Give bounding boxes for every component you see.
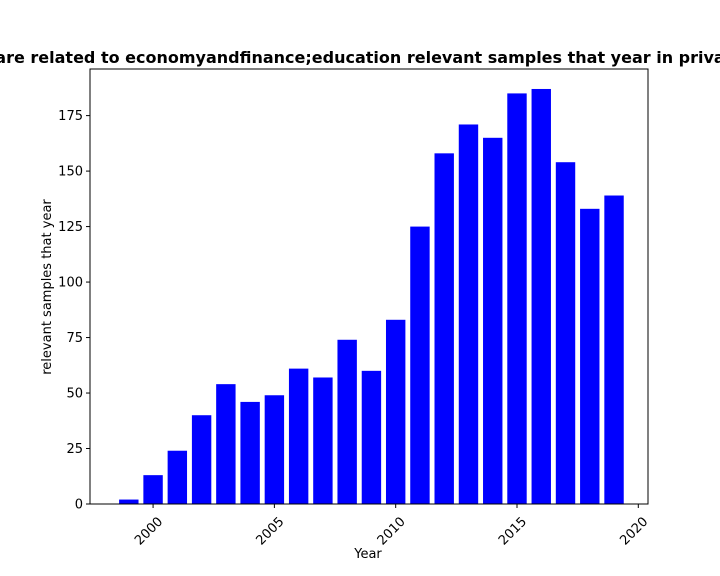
bar-2007: [313, 377, 333, 504]
bar-2004: [240, 401, 260, 504]
bar-2012: [434, 153, 454, 504]
bar-2016: [531, 88, 551, 504]
y-tick-label: 175: [58, 109, 83, 124]
x-axis: 2000 2005 2010 2015 2020: [132, 504, 651, 548]
bar-2008: [337, 339, 357, 504]
bar-2015: [507, 93, 527, 504]
bar-2009: [361, 370, 382, 504]
bar-2013: [458, 124, 479, 504]
bar-2002: [191, 415, 212, 504]
y-tick-label: 100: [58, 276, 83, 291]
y-axis: 0 25 50 75 100 125 150 175: [58, 109, 90, 513]
x-axis-title: Year: [353, 547, 382, 562]
y-tick-label: 25: [66, 442, 83, 457]
bar-2003: [216, 384, 236, 504]
y-tick-label: 125: [58, 220, 83, 235]
bar-2006: [288, 368, 309, 504]
x-tick-label: 2000: [132, 514, 166, 548]
x-tick-label: 2015: [496, 514, 530, 548]
bar-1999: [119, 499, 139, 504]
bar-2017: [555, 162, 576, 504]
bar-2019: [604, 195, 624, 504]
bars-group: [119, 88, 624, 505]
x-tick-label: 2020: [617, 514, 651, 548]
bar-2010: [385, 319, 406, 504]
plot-frame: [89, 68, 649, 505]
bar-2000: [143, 475, 163, 504]
y-tick-label: 0: [75, 498, 83, 513]
y-tick-label: 75: [66, 331, 83, 346]
y-axis-title: relevant samples that year: [40, 199, 55, 375]
x-tick-label: 2010: [375, 514, 409, 548]
bar-2011: [410, 226, 430, 504]
y-tick-label: 50: [66, 387, 83, 402]
bar-2005: [264, 395, 285, 504]
bar-2014: [483, 137, 503, 505]
bar-2001: [167, 450, 188, 504]
x-tick-label: 2005: [253, 514, 287, 548]
y-tick-label: 150: [58, 165, 83, 180]
bar-2018: [580, 208, 600, 504]
chart-title: are related to economyandfinance;educati…: [0, 48, 720, 67]
